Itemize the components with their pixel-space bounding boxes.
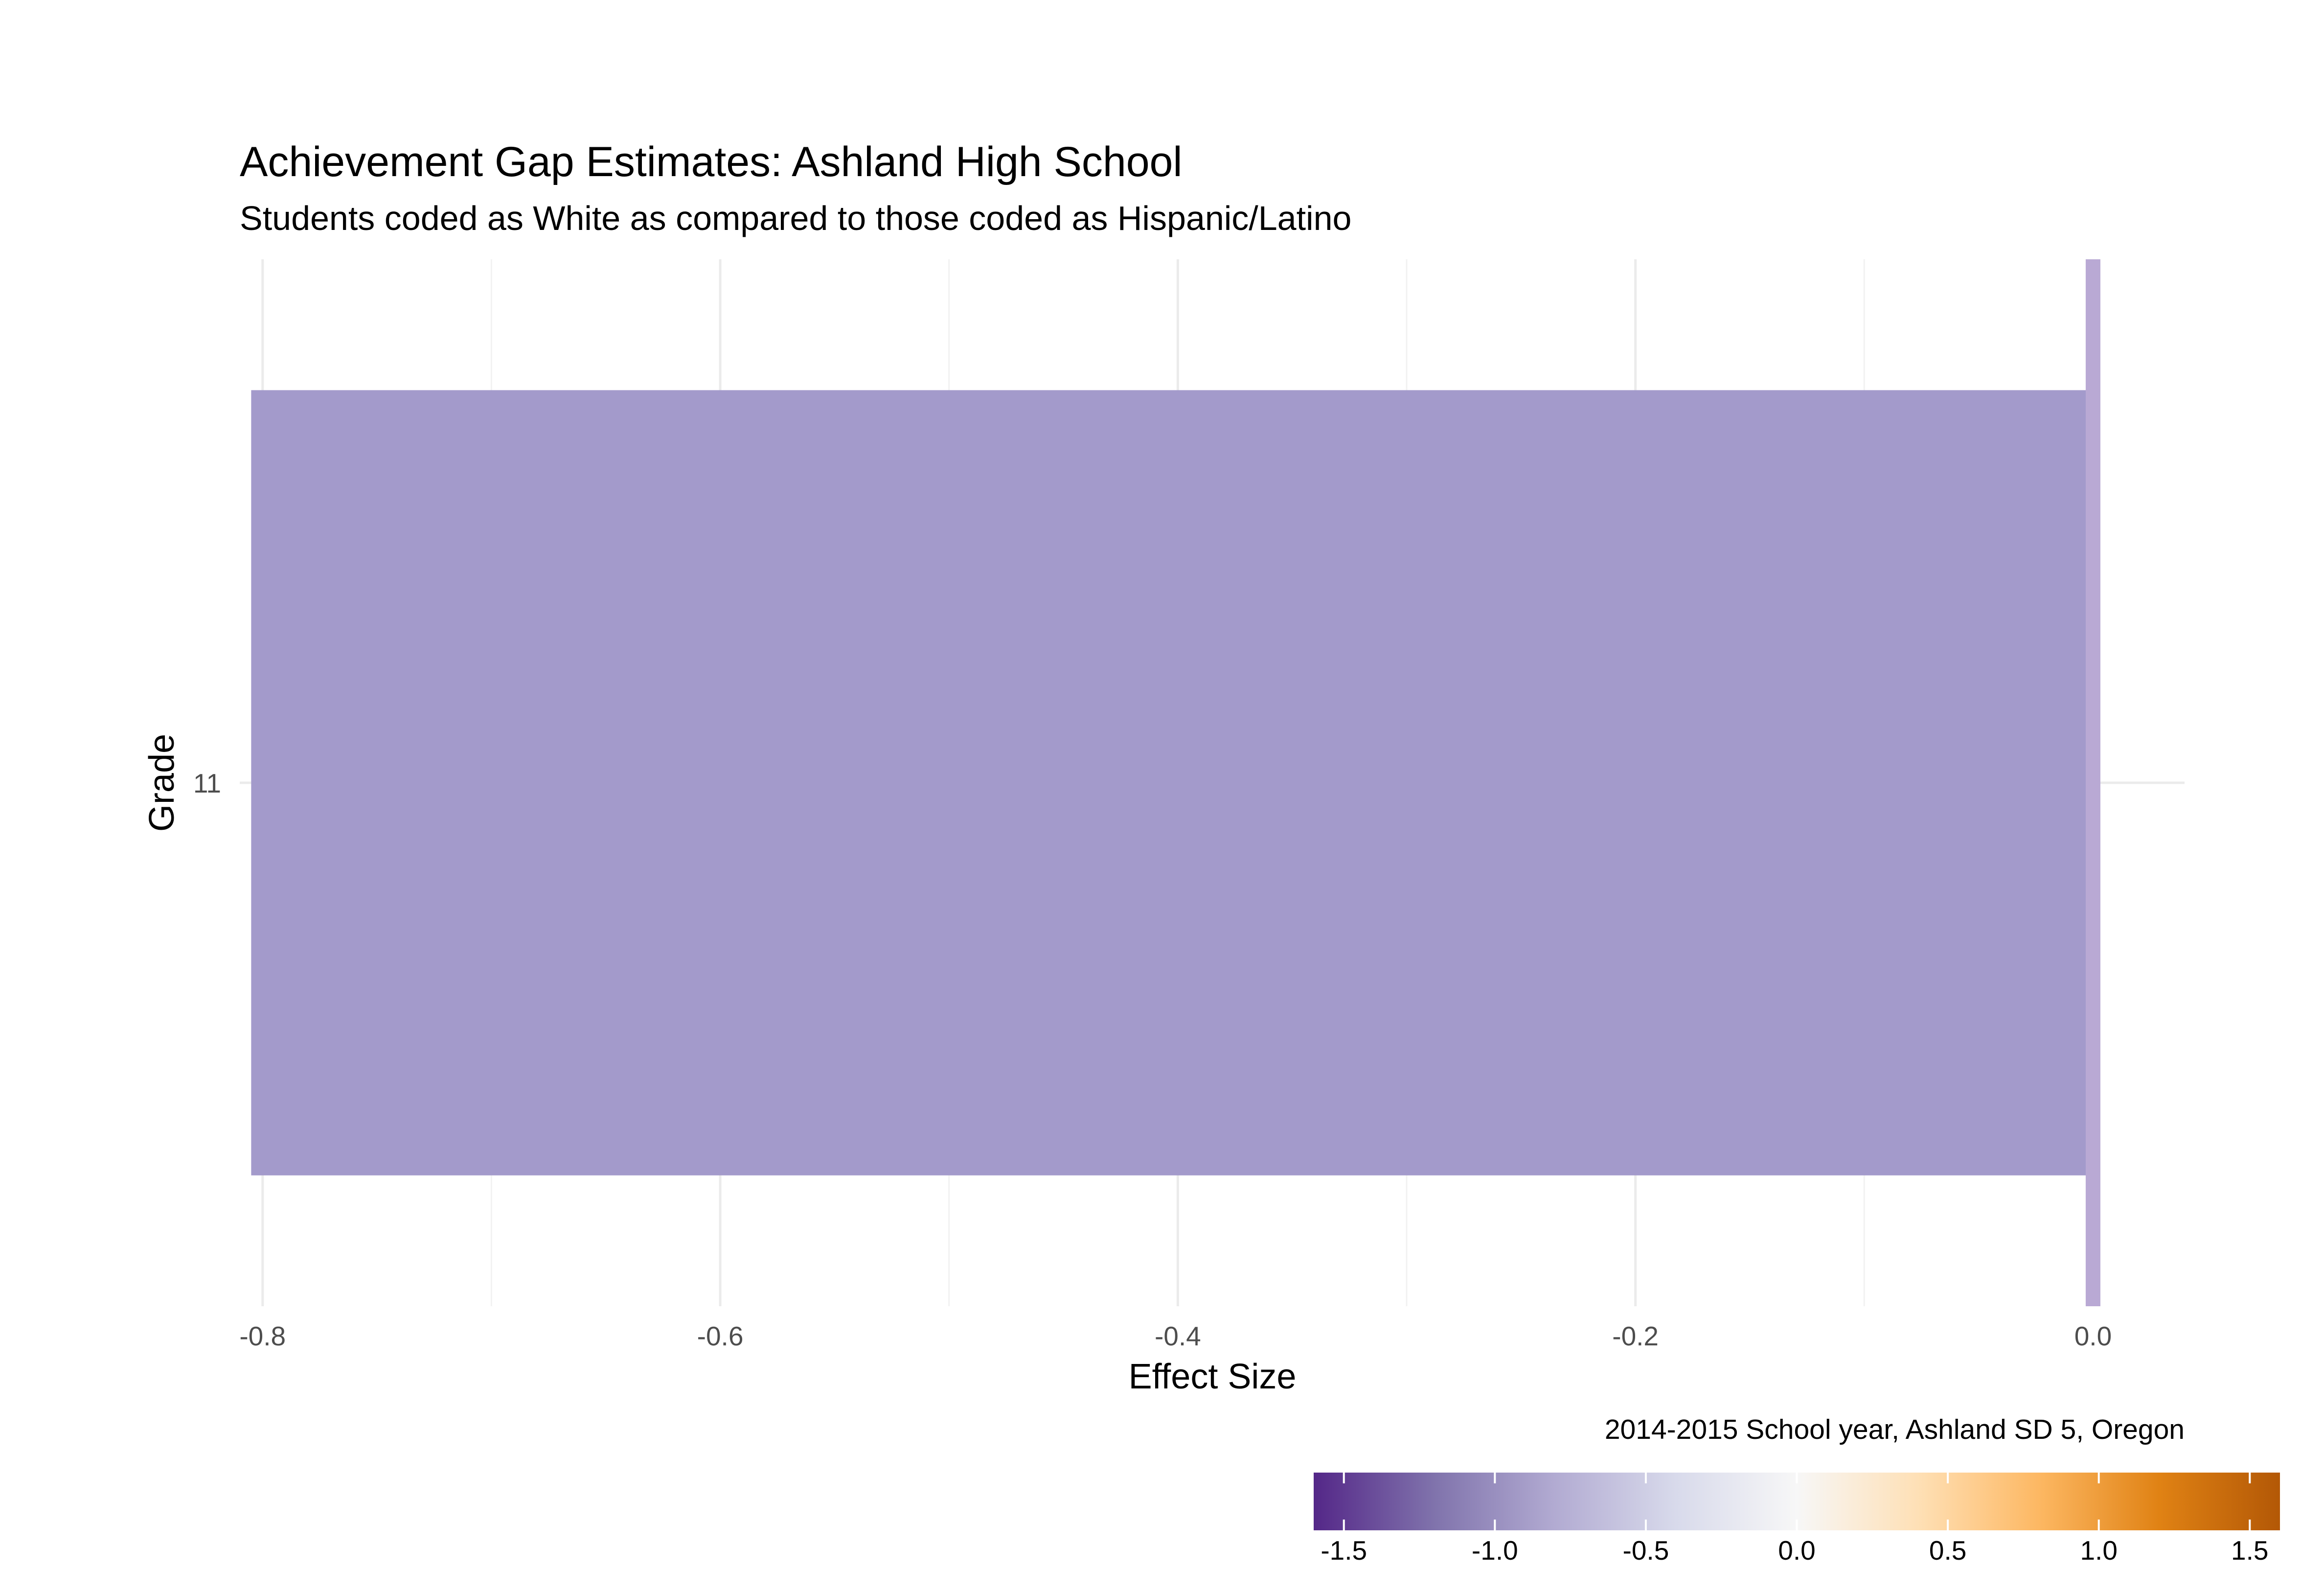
bars <box>251 390 2093 1176</box>
x-tick-label: 0.0 <box>2074 1321 2112 1351</box>
colorbar-legend: -1.5 -1.0 -0.5 0.0 0.5 1.0 1.5 <box>1314 1473 2280 1566</box>
y-axis-title: Grade <box>142 734 182 832</box>
x-tick-label: -0.2 <box>1612 1321 1659 1351</box>
y-tick-label: 11 <box>193 768 221 798</box>
chart-title: Achievement Gap Estimates: Ashland High … <box>240 138 1182 185</box>
colorbar-tick-label: -0.5 <box>1623 1535 1669 1566</box>
x-axis-title: Effect Size <box>1129 1357 1297 1396</box>
chart-subtitle: Students coded as White as compared to t… <box>240 199 1351 237</box>
x-tick-label: -0.8 <box>239 1321 286 1351</box>
colorbar-tick-label: -1.0 <box>1472 1535 1518 1566</box>
colorbar-ticks: -1.5 -1.0 -0.5 0.0 0.5 1.0 1.5 <box>1321 1473 2269 1566</box>
colorbar-tick-label: 0.5 <box>1929 1535 1966 1566</box>
colorbar-tick-label: 1.0 <box>2080 1535 2117 1566</box>
plot-area <box>240 259 2185 1306</box>
colorbar-tick-label: -1.5 <box>1321 1535 1367 1566</box>
x-tick-label: -0.4 <box>1155 1321 1201 1351</box>
colorbar-tick-label: 1.5 <box>2231 1535 2268 1566</box>
bar-grade-11 <box>251 390 2093 1176</box>
colorbar-tick-label: 0.0 <box>1778 1535 1815 1566</box>
y-axis-ticks: 11 <box>193 768 221 798</box>
x-axis-ticks: -0.8 -0.6 -0.4 -0.2 0.0 <box>239 1321 2112 1351</box>
x-tick-label: -0.6 <box>697 1321 744 1351</box>
chart-caption: 2014-2015 School year, Ashland SD 5, Ore… <box>1605 1414 2185 1445</box>
